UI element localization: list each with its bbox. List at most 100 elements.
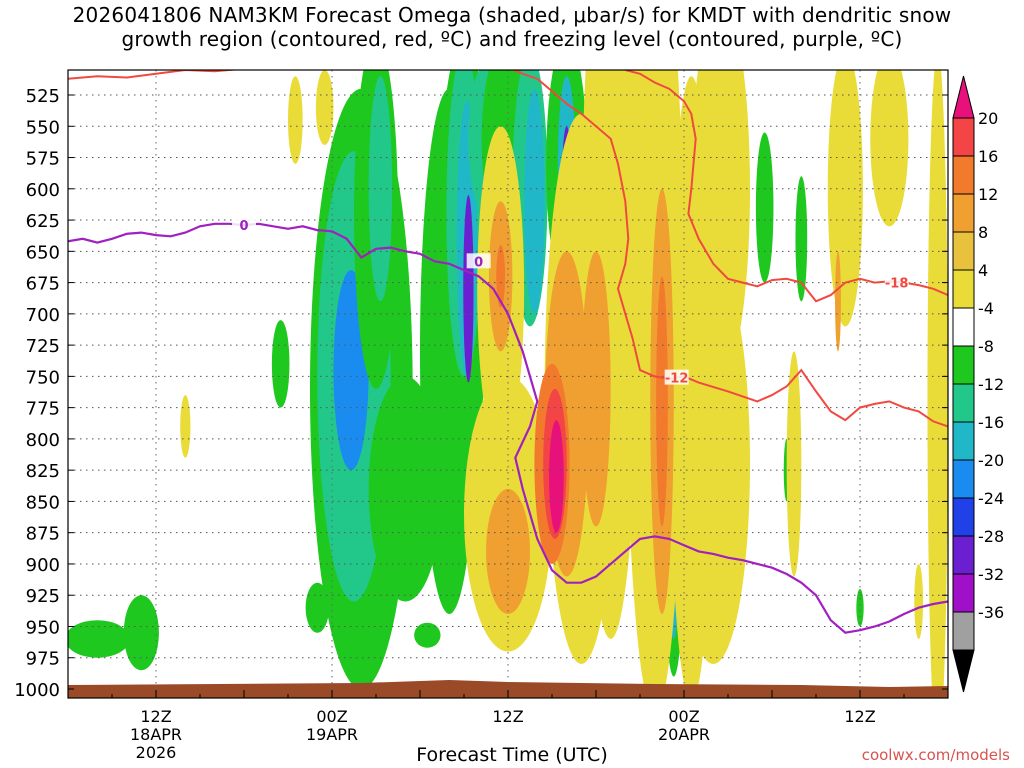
x-axis-title: Forecast Time (UTC) [416,744,608,766]
colorbar-swatch-13 [952,611,975,651]
colorbar-swatch-1 [952,155,975,195]
contours: 0 0 -12 -18 [68,70,948,634]
colorbar-bottom-triangle [952,649,975,693]
chart-title-line-1: 2026041806 NAM3KM Forecast Omega (shaded… [72,3,952,27]
omega-region-45 [927,70,948,698]
omega-region-22 [68,620,130,658]
y-tick-label-850: 850 [26,492,60,513]
colorbar-swatch-3 [952,231,975,271]
freezing-label-a-bg [232,217,256,233]
omega-region-27 [755,132,774,283]
colorbar-swatch-7 [952,383,975,423]
chart-title-line-2: growth region (contoured, red, ºC) and f… [121,27,903,51]
y-tick-label-1000: 1000 [14,680,60,701]
colorbar-label-13: -36 [978,603,1004,622]
dgz-label-minus12: -12 [665,372,689,387]
omega-region-40 [676,263,750,664]
dgz-label-minus12-bg [664,369,689,385]
x-tick-label-0-1: 18APR [130,725,182,744]
colorbar-label-7: -12 [978,375,1004,394]
colorbar-swatch-5 [952,307,975,347]
y-tick-label-625: 625 [26,211,60,232]
colorbar-label-4: 4 [978,261,988,280]
x-tick-label-3-1: 20APR [658,725,710,744]
dgz-label-minus18-bg [884,274,909,290]
freezing-label-a: 0 [239,219,248,234]
x-tick-label-1-0: 00Z [316,707,347,726]
dgz-contour--12 [68,70,948,428]
colorbar-label-12: -32 [978,565,1004,584]
y-axis: 525 550 575 600 625 650 675 700 725 750 775 800 825 8… [14,86,948,701]
omega-region-32 [315,70,334,146]
omega-region-33 [180,395,191,458]
credit-text: coolwx.com/models [861,746,1010,764]
y-tick-label-900: 900 [26,555,60,576]
colorbar-top-triangle [952,75,975,119]
omega-region-24 [271,320,290,408]
omega-region-28 [795,176,808,302]
colorbar-label-3: 8 [978,223,988,242]
dgz-label-minus18: -18 [885,277,909,292]
omega-region-25 [305,582,330,633]
omega-region-23 [123,595,159,671]
y-tick-label-800: 800 [26,430,60,451]
y-tick-label-975: 975 [26,649,60,670]
y-tick-label-750: 750 [26,367,60,388]
y-tick-label-525: 525 [26,86,60,107]
colorbar-swatch-0 [952,117,975,157]
x-tick-label-0-0: 12Z [140,707,171,726]
omega-region-44 [870,70,909,227]
colorbar-swatch-9 [952,459,975,499]
y-tick-label-550: 550 [26,117,60,138]
y-tick-label-575: 575 [26,149,60,170]
x-tick-label-4-0: 12Z [844,707,875,726]
colorbar-label-5: -4 [978,299,994,318]
y-tick-label-825: 825 [26,461,60,482]
colorbar-label-1: 16 [978,147,998,166]
dgz-contour--18 [625,70,948,303]
omega-region-31 [288,76,303,164]
colorbar-label-8: -16 [978,413,1004,432]
omega-region-52 [835,251,841,352]
colorbar-swatch-4 [952,269,975,309]
omega-region-11 [463,195,474,383]
y-tick-label-775: 775 [26,399,60,420]
colorbar-swatch-8 [952,421,975,461]
x-tick-label-3-0: 00Z [668,707,699,726]
colorbar-label-6: -8 [978,337,994,356]
x-tick-label-1-1: 19APR [306,725,358,744]
omega-region-29 [856,588,864,627]
y-tick-label-700: 700 [26,305,60,326]
colorbar-swatch-12 [952,573,975,613]
freezing-level-contour [68,222,948,634]
omega-region-55 [496,245,506,308]
omega-region-26 [414,622,441,648]
omega-region-46 [914,563,924,639]
y-tick-label-725: 725 [26,336,60,357]
colorbar-label-2: 12 [978,185,998,204]
omega-region-57 [549,420,564,533]
omega-region-42 [786,351,802,577]
x-tick-label-0-2: 2026 [136,743,177,762]
colorbar-label-11: -28 [978,527,1004,546]
freezing-label-b-bg [466,253,491,269]
omega-shading [68,70,948,698]
colorbar-label-9: -20 [978,451,1004,470]
omega-region-41 [691,70,750,377]
omega-region-54 [656,276,668,527]
omega-region-50 [581,251,611,527]
x-tick-label-2-0: 12Z [492,707,523,726]
omega-region-15 [524,88,545,314]
colorbar-label-0: 20 [978,109,998,128]
y-tick-label-925: 925 [26,586,60,607]
colorbar-swatch-2 [952,193,975,233]
y-tick-label-650: 650 [26,242,60,263]
colorbar-label-10: -24 [978,489,1004,508]
colorbar-swatch-6 [952,345,975,385]
colorbar: 20 16 12 8 4 -4 -8 -12 -16 -20 -24 -28 -32 -36 [952,75,1004,693]
y-tick-label-950: 950 [26,617,60,638]
colorbar-swatch-10 [952,497,975,537]
y-tick-label-875: 875 [26,524,60,545]
